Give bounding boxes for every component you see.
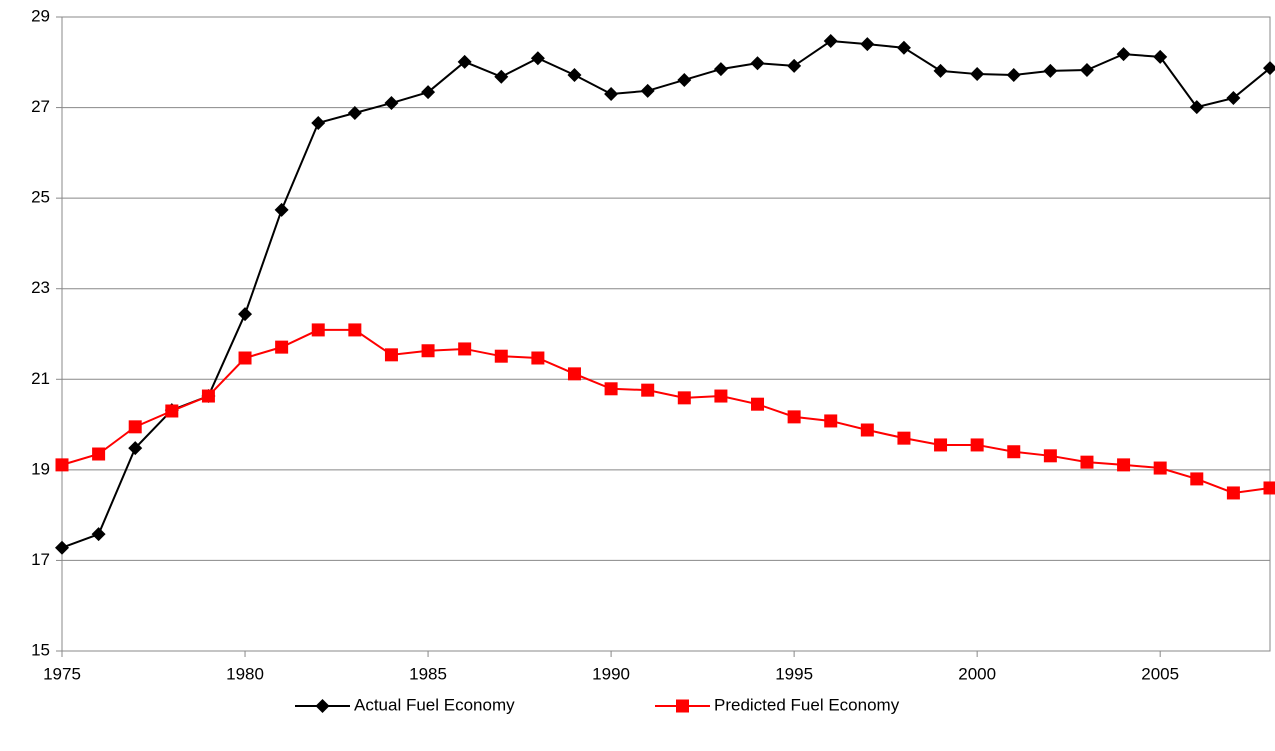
point — [531, 51, 545, 65]
point — [897, 432, 910, 445]
point — [568, 367, 581, 380]
point — [934, 438, 947, 451]
y-tick-label: 23 — [31, 278, 50, 297]
point — [641, 384, 654, 397]
point — [934, 64, 948, 78]
point — [202, 390, 215, 403]
x-tick-label: 1995 — [775, 664, 813, 683]
point — [1190, 472, 1203, 485]
point — [1080, 456, 1093, 469]
point — [275, 203, 289, 217]
point — [92, 448, 105, 461]
point — [1264, 481, 1275, 494]
x-tick-label: 2000 — [958, 664, 996, 683]
point — [1043, 64, 1057, 78]
x-tick-label: 1980 — [226, 664, 264, 683]
legend-label: Predicted Fuel Economy — [714, 695, 900, 714]
x-tick-label: 2005 — [1141, 664, 1179, 683]
point — [970, 67, 984, 81]
point — [860, 37, 874, 51]
point — [678, 391, 691, 404]
point — [422, 344, 435, 357]
point — [714, 62, 728, 76]
point — [275, 341, 288, 354]
point — [348, 106, 362, 120]
point — [677, 73, 691, 87]
y-tick-label: 15 — [31, 640, 50, 659]
point — [1154, 462, 1167, 475]
point — [1117, 47, 1131, 61]
legend-label: Actual Fuel Economy — [354, 695, 515, 714]
point — [641, 84, 655, 98]
plot-frame — [62, 17, 1270, 651]
point — [1007, 445, 1020, 458]
point — [897, 41, 911, 55]
y-tick-label: 29 — [31, 6, 50, 25]
point — [787, 59, 801, 73]
legend-marker — [676, 700, 689, 713]
point — [824, 34, 838, 48]
point — [531, 352, 544, 365]
legend-marker — [316, 699, 330, 713]
point — [238, 307, 252, 321]
point — [494, 70, 508, 84]
point — [605, 382, 618, 395]
point — [1044, 449, 1057, 462]
x-tick-label: 1990 — [592, 664, 630, 683]
series-line — [62, 41, 1270, 548]
point — [824, 414, 837, 427]
point — [751, 398, 764, 411]
point — [788, 410, 801, 423]
point — [56, 458, 69, 471]
point — [458, 342, 471, 355]
point — [385, 348, 398, 361]
point — [55, 541, 69, 555]
point — [165, 404, 178, 417]
y-tick-label: 19 — [31, 459, 50, 478]
point — [129, 420, 142, 433]
point — [1007, 68, 1021, 82]
y-tick-label: 21 — [31, 369, 50, 388]
point — [861, 424, 874, 437]
point — [92, 527, 106, 541]
point — [714, 390, 727, 403]
point — [751, 56, 765, 70]
point — [1227, 486, 1240, 499]
point — [1153, 50, 1167, 64]
point — [239, 352, 252, 365]
point — [348, 323, 361, 336]
point — [1080, 63, 1094, 77]
point — [1190, 100, 1204, 114]
point — [312, 323, 325, 336]
x-tick-label: 1985 — [409, 664, 447, 683]
y-tick-label: 17 — [31, 550, 50, 569]
point — [604, 87, 618, 101]
point — [971, 438, 984, 451]
y-tick-label: 27 — [31, 97, 50, 116]
point — [311, 116, 325, 130]
y-tick-label: 25 — [31, 188, 50, 207]
point — [1117, 458, 1130, 471]
x-tick-label: 1975 — [43, 664, 81, 683]
point — [495, 350, 508, 363]
point — [567, 68, 581, 82]
